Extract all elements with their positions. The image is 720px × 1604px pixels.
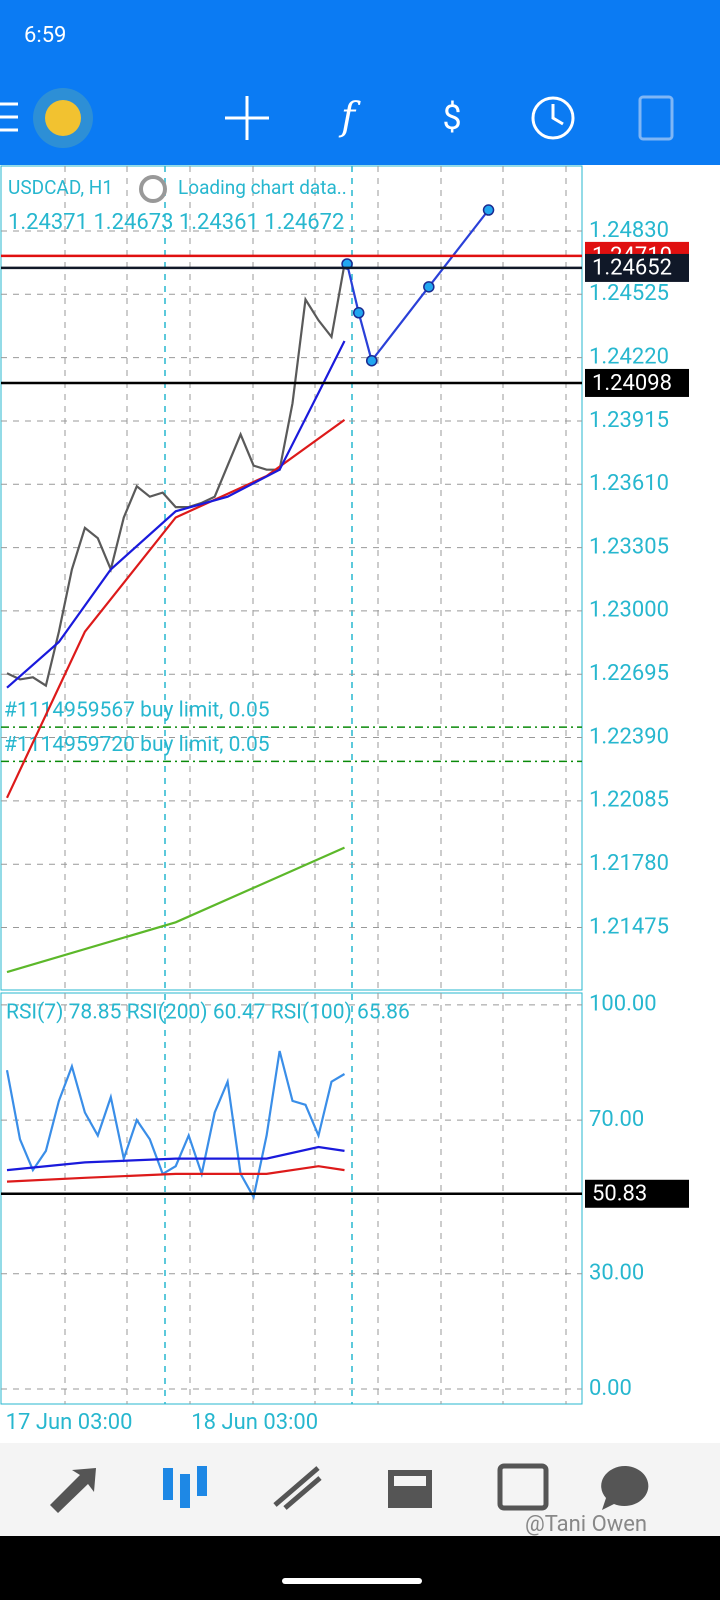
series-line — [6, 340, 346, 689]
level-label: 1.24098 — [592, 371, 672, 396]
level-label: 50.83 — [592, 1182, 647, 1207]
series-line — [6, 846, 345, 974]
y-tick-label: 1.23915 — [589, 408, 669, 433]
y-tick-label: 30.00 — [589, 1261, 644, 1286]
top-bar — [0, 0, 720, 165]
symbol: USDCAD, H1 — [8, 176, 113, 199]
series-line — [5, 1050, 346, 1201]
line-marker — [365, 354, 378, 367]
spinner — [139, 175, 167, 203]
y-tick-label: 70.00 — [589, 1107, 644, 1132]
rsi-title: RSI(7) 78.85 RSI(200) 60.47 RSI(100) 65.… — [6, 1001, 410, 1025]
watermark: @Tani Owen — [525, 1512, 647, 1537]
line-marker — [482, 204, 495, 216]
loading-text: Loading chart data.. — [178, 176, 347, 199]
line-marker — [423, 281, 435, 293]
y-tick-label: 1.23305 — [589, 534, 669, 559]
nav-chart[interactable] — [163, 1466, 207, 1508]
series-line — [6, 264, 346, 688]
order-label: #1114959720 buy limit, 0.05 — [4, 733, 270, 757]
level-tag — [585, 368, 689, 397]
x-tick-label: 17 Jun 03:00 — [6, 1410, 133, 1435]
trade-icon[interactable]: $ — [442, 98, 461, 138]
y-tick-label: 1.24830 — [589, 218, 669, 243]
y-tick-label: 1.21780 — [589, 851, 669, 876]
nav-news[interactable] — [497, 1463, 549, 1511]
system-bar — [0, 1536, 720, 1600]
bottom-nav — [0, 1443, 720, 1536]
series-line — [6, 419, 346, 799]
series-line — [6, 1165, 345, 1183]
y-tick-label: 1.24525 — [589, 281, 669, 306]
nav-chat[interactable] — [601, 1465, 649, 1510]
y-tick-label: 1.23610 — [589, 471, 669, 496]
y-tick-label: 1.22695 — [589, 661, 669, 686]
y-tick-label: 1.23000 — [589, 598, 669, 623]
y-tick-label: 1.22390 — [589, 724, 669, 749]
toolbar-icons — [0, 95, 674, 141]
y-tick-label: 1.24220 — [589, 344, 669, 369]
ohlc: 1.24371 1.24673 1.24361 1.24672 — [8, 210, 344, 235]
home-indicator — [282, 1578, 422, 1584]
x-tick-label: 18 Jun 03:00 — [191, 1410, 318, 1435]
nav-history[interactable] — [388, 1470, 432, 1508]
y-tick-label: 0.00 — [589, 1376, 632, 1401]
level-tag — [585, 1179, 689, 1208]
line-marker — [352, 307, 365, 319]
nav-trade[interactable] — [273, 1466, 322, 1510]
y-tick-label: 100.00 — [589, 992, 657, 1017]
level-tag — [585, 253, 689, 282]
nav-quotes[interactable] — [50, 1468, 96, 1513]
y-tick-label: 1.22085 — [589, 788, 669, 813]
level-label: 1.24652 — [592, 256, 672, 281]
nav-icons — [50, 1463, 649, 1513]
series-line — [6, 1145, 345, 1172]
logo-core — [45, 100, 81, 136]
main-frame — [0, 165, 583, 991]
rsi-frame — [0, 992, 583, 1405]
y-tick-label: 1.21475 — [589, 914, 669, 939]
clock: 6:59 — [24, 23, 66, 48]
